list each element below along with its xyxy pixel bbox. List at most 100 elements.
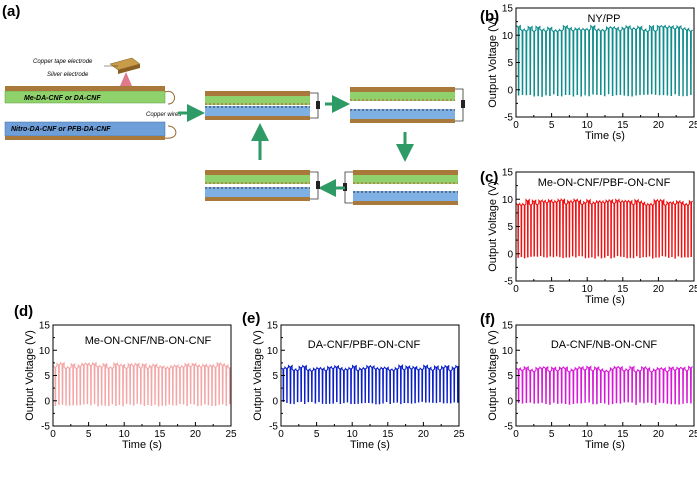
- chart-d-xtick-label: 5: [86, 429, 92, 440]
- chart-f-xtick-label: 25: [688, 429, 697, 440]
- chart-b-ylabel: Output Voltage (V): [487, 17, 499, 108]
- chart-b-ytick-label: 15: [502, 4, 514, 15]
- panel-a-label: (a): [2, 3, 20, 20]
- chart-c-ytick-label: 5: [507, 222, 513, 233]
- chart-f-xtick-label: 20: [653, 429, 665, 440]
- copper-wire-top: [164, 90, 175, 105]
- stage-1-blue: [205, 106, 310, 116]
- chart-b-ytick-label: -5: [504, 113, 513, 124]
- chart-d-ytick-label: -5: [41, 422, 50, 433]
- chart-c-xtick-label: 10: [582, 284, 594, 295]
- chart-b-xlabel: Time (s): [585, 130, 625, 142]
- chart-c-xtick-label: 0: [513, 284, 519, 295]
- chart-c-panel-label: (c): [480, 169, 498, 186]
- chart-b-ytick-label: 10: [502, 31, 514, 42]
- stage-4-copper-bottom: [205, 197, 310, 201]
- chart-e-ytick-label: -5: [269, 422, 278, 433]
- bottom-layer-text: Nitro-DA-CNF or PFB-DA-CNF: [11, 126, 111, 133]
- chart-d-panel-label: (d): [14, 303, 33, 320]
- chart-b-xtick-label: 0: [513, 120, 519, 131]
- chart-b-xtick-label: 25: [688, 120, 697, 131]
- cycle-stage-3: [343, 170, 458, 205]
- chart-b-panel-label: (b): [480, 8, 499, 25]
- chart-d-title: Me-ON-CNF/NB-ON-CNF: [85, 335, 212, 347]
- chart-c-ytick-label: 10: [502, 195, 514, 206]
- chart-e-ytick-label: 0: [272, 396, 278, 407]
- chart-d-xtick-label: 20: [190, 429, 202, 440]
- chart-e-xlabel: Time (s): [350, 439, 390, 451]
- chart-f-ytick-label: 5: [507, 371, 513, 382]
- stage-4-green: [205, 175, 310, 184]
- stage-2-resistor: [461, 100, 465, 108]
- chart-d-ytick-label: 10: [39, 346, 51, 357]
- chart-c-ytick-label: 15: [502, 168, 514, 179]
- chart-f-signal-line: [516, 365, 693, 405]
- cycle-stage-4: [205, 170, 320, 201]
- copper-wires-text: Copper wires: [146, 112, 181, 118]
- stage-4-copper-top: [205, 170, 310, 175]
- top-layer-text: Me-DA-CNF or DA-CNF: [24, 95, 101, 102]
- stage-2-copper-bottom: [350, 119, 455, 123]
- top-copper-layer: [5, 86, 165, 91]
- chart-e-xtick-label: 5: [314, 429, 320, 440]
- chart-b-xtick-label: 5: [549, 120, 555, 131]
- bottom-copper-layer: [5, 136, 165, 140]
- stage-1-green: [205, 96, 310, 105]
- chart-b-ytick-label: 0: [507, 85, 513, 96]
- chart-f-ytick-label: 0: [507, 396, 513, 407]
- chart-d-ytick-label: 0: [44, 396, 50, 407]
- chart-e-xtick-label: 0: [278, 429, 284, 440]
- stage-4-resistor: [316, 181, 320, 189]
- chart-d-xtick-label: 0: [50, 429, 56, 440]
- copper-wire-bottom: [164, 125, 177, 139]
- chart-e-panel-label: (e): [242, 310, 260, 327]
- stage-2-blue: [350, 109, 455, 119]
- chart-e-xtick-label: 10: [347, 429, 359, 440]
- chart-e-xtick-label: 15: [382, 429, 394, 440]
- silver-electrode-marker: [120, 72, 132, 86]
- copper-tape-side: [118, 64, 140, 74]
- chart-f-xtick-label: 0: [513, 429, 519, 440]
- chart-e-ytick-label: 5: [272, 371, 278, 382]
- chart-c-title: Me-ON-CNF/PBF-ON-CNF: [538, 177, 671, 189]
- chart-f-title: DA-CNF/NB-ON-CNF: [551, 339, 658, 351]
- stage-1-copper-top: [205, 91, 310, 96]
- stage-2-green: [350, 92, 455, 101]
- stage-2-copper-top: [350, 87, 455, 92]
- cycle-stage-2: [350, 87, 465, 123]
- chart-f-ylabel: Output Voltage (V): [487, 330, 499, 421]
- stage-4-blue: [205, 187, 310, 197]
- chart-e-title: DA-CNF/PBF-ON-CNF: [308, 339, 421, 351]
- chart-c-ytick-label: -5: [504, 277, 513, 288]
- chart-e-ytick-label: 10: [267, 346, 279, 357]
- chart-c-xtick-label: 20: [653, 284, 665, 295]
- stage-1-copper-bottom: [205, 116, 310, 120]
- stage-3-green: [353, 175, 458, 184]
- chart-e-xtick-label: 20: [418, 429, 430, 440]
- chart-e-ylabel: Output Voltage (V): [252, 330, 264, 421]
- chart-c-xlabel: Time (s): [585, 294, 625, 306]
- copper-tape-text: Copper tape electrode: [33, 59, 93, 65]
- chart-f-xtick-label: 10: [582, 429, 594, 440]
- stage-3-copper-top: [353, 170, 458, 175]
- chart-c-xtick-label: 25: [688, 284, 697, 295]
- chart-d-ylabel: Output Voltage (V): [24, 330, 36, 421]
- chart-c-xtick-label: 5: [549, 284, 555, 295]
- chart-f-ytick-label: 15: [502, 321, 514, 332]
- chart-b-xtick-label: 10: [582, 120, 594, 131]
- chart-d-signal-line: [53, 361, 231, 407]
- chart-b-ytick-label: 5: [507, 58, 513, 69]
- stage-1-resistor: [316, 101, 320, 109]
- chart-d-xtick-label: 25: [225, 429, 237, 440]
- stage-3-blue: [353, 191, 458, 201]
- chart-d-ytick-label: 15: [39, 321, 51, 332]
- chart-b-xtick-label: 15: [617, 120, 629, 131]
- chart-d-xtick-label: 15: [154, 429, 166, 440]
- chart-f-ytick-label: 10: [502, 346, 514, 357]
